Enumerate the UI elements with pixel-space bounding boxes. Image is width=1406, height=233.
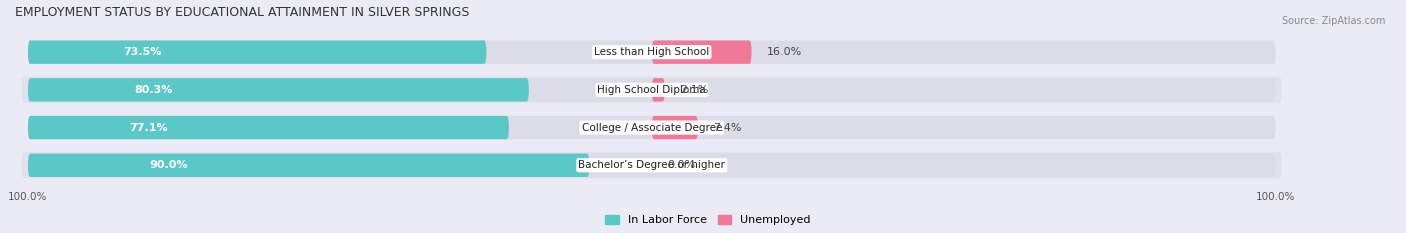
FancyBboxPatch shape [28,154,1275,177]
Text: 100.0%: 100.0% [8,192,48,202]
FancyBboxPatch shape [28,41,1275,64]
Text: 16.0%: 16.0% [768,47,803,57]
Text: 2.1%: 2.1% [681,85,709,95]
Text: EMPLOYMENT STATUS BY EDUCATIONAL ATTAINMENT IN SILVER SPRINGS: EMPLOYMENT STATUS BY EDUCATIONAL ATTAINM… [15,6,470,19]
Text: Bachelor’s Degree or higher: Bachelor’s Degree or higher [578,160,725,170]
FancyBboxPatch shape [28,41,486,64]
FancyBboxPatch shape [21,77,1282,103]
FancyBboxPatch shape [28,116,509,139]
FancyBboxPatch shape [21,152,1282,178]
FancyBboxPatch shape [652,41,752,64]
FancyBboxPatch shape [652,78,665,102]
Text: High School Diploma: High School Diploma [598,85,706,95]
Text: 0.0%: 0.0% [668,160,696,170]
Legend: In Labor Force, Unemployed: In Labor Force, Unemployed [606,215,810,225]
Text: 7.4%: 7.4% [714,123,742,133]
Text: College / Associate Degree: College / Associate Degree [582,123,721,133]
Text: 77.1%: 77.1% [129,123,167,133]
FancyBboxPatch shape [28,154,589,177]
FancyBboxPatch shape [28,78,1275,102]
Text: 73.5%: 73.5% [124,47,162,57]
FancyBboxPatch shape [28,78,529,102]
Text: 100.0%: 100.0% [1256,192,1295,202]
Text: Source: ZipAtlas.com: Source: ZipAtlas.com [1281,16,1385,26]
Text: 90.0%: 90.0% [149,160,187,170]
FancyBboxPatch shape [652,116,697,139]
FancyBboxPatch shape [28,116,1275,139]
Text: Less than High School: Less than High School [595,47,710,57]
FancyBboxPatch shape [21,114,1282,141]
Text: 80.3%: 80.3% [134,85,173,95]
FancyBboxPatch shape [21,39,1282,65]
